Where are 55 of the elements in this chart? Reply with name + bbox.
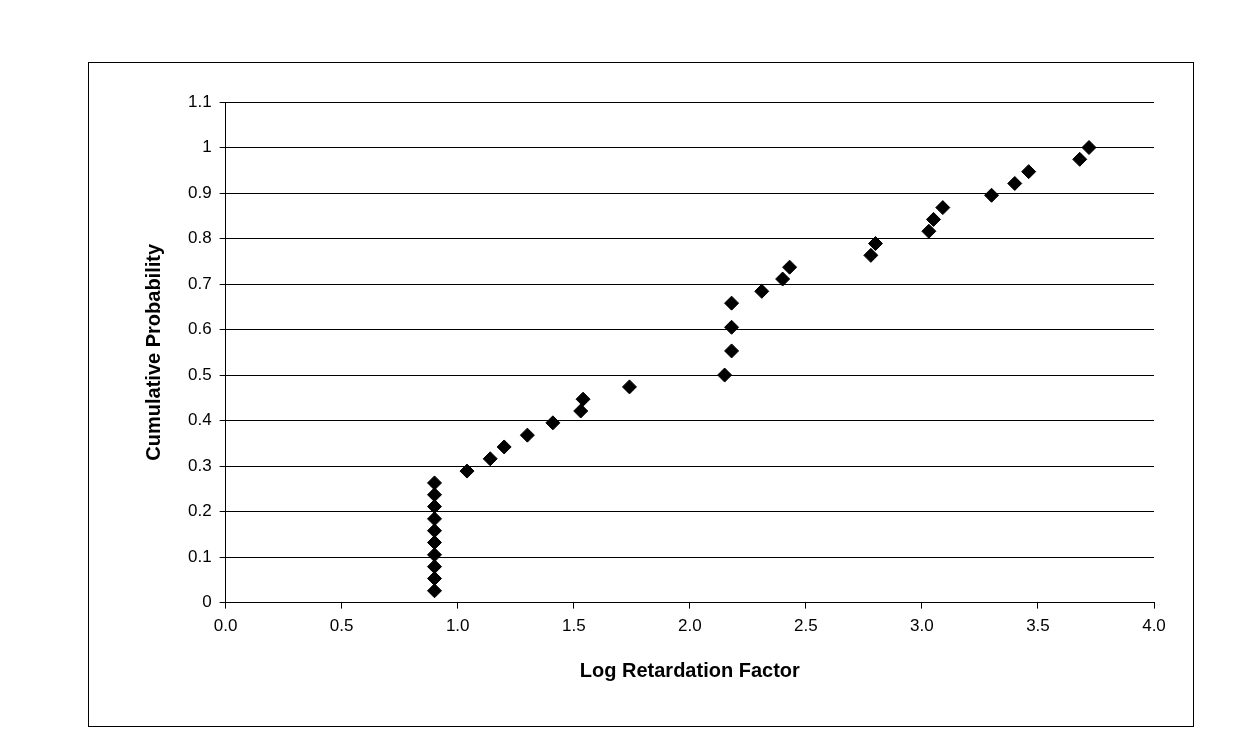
- x-tick-label: 0.0: [213, 616, 238, 636]
- x-axis-title: Log Retardation Factor: [579, 658, 801, 681]
- point: [459, 463, 475, 479]
- y-tick-label: 0.9: [187, 182, 212, 202]
- point: [754, 283, 770, 299]
- point: [427, 559, 443, 575]
- y-tick-label: 0.6: [187, 319, 212, 339]
- y-tick-label: 0.2: [187, 501, 212, 521]
- point: [863, 247, 879, 263]
- y-tick-label: 0.4: [187, 410, 212, 430]
- point: [724, 343, 740, 359]
- y-tick-label: 0.8: [187, 228, 212, 248]
- y-tick-label: 0.7: [187, 273, 212, 293]
- point: [935, 200, 951, 216]
- point: [621, 379, 637, 395]
- x-tick-label: 2.0: [678, 616, 702, 636]
- point: [775, 271, 791, 287]
- point: [575, 391, 591, 407]
- point: [1081, 140, 1097, 156]
- point: [427, 547, 443, 563]
- y-tick-label: 0: [202, 592, 212, 612]
- x-tick-label: 1.5: [561, 616, 586, 636]
- y-tick-label: 1: [202, 137, 212, 157]
- x-tick-label: 3.5: [1026, 616, 1050, 636]
- point: [984, 187, 1000, 203]
- point: [921, 223, 937, 239]
- point: [427, 487, 443, 503]
- point: [926, 211, 942, 227]
- y-tick-label: 0.1: [187, 546, 212, 566]
- point: [724, 295, 740, 311]
- point: [427, 475, 443, 491]
- point: [1021, 164, 1037, 180]
- x-tick-label: 0.5: [329, 616, 354, 636]
- point: [427, 583, 443, 599]
- point: [545, 415, 561, 431]
- point: [519, 427, 535, 443]
- y-tick-label: 0.3: [187, 455, 212, 475]
- y-tick-label: 0.5: [187, 364, 212, 384]
- x-tick-label: 1.0: [445, 616, 470, 636]
- point: [482, 451, 498, 467]
- point: [427, 511, 443, 527]
- x-tick-label: 4.0: [1142, 616, 1166, 636]
- point: [496, 439, 512, 455]
- point: [1072, 151, 1088, 167]
- point: [867, 236, 883, 252]
- point: [427, 523, 443, 539]
- point: [717, 367, 733, 383]
- y-axis-title: Cumulative Probability: [141, 243, 164, 461]
- x-tick-label: 2.5: [794, 616, 818, 636]
- point: [724, 319, 740, 335]
- point: [1007, 175, 1023, 191]
- y-tick-label: 1.1: [187, 91, 212, 111]
- point: [782, 259, 798, 275]
- x-tick-label: 3.0: [910, 616, 934, 636]
- point: [573, 403, 589, 419]
